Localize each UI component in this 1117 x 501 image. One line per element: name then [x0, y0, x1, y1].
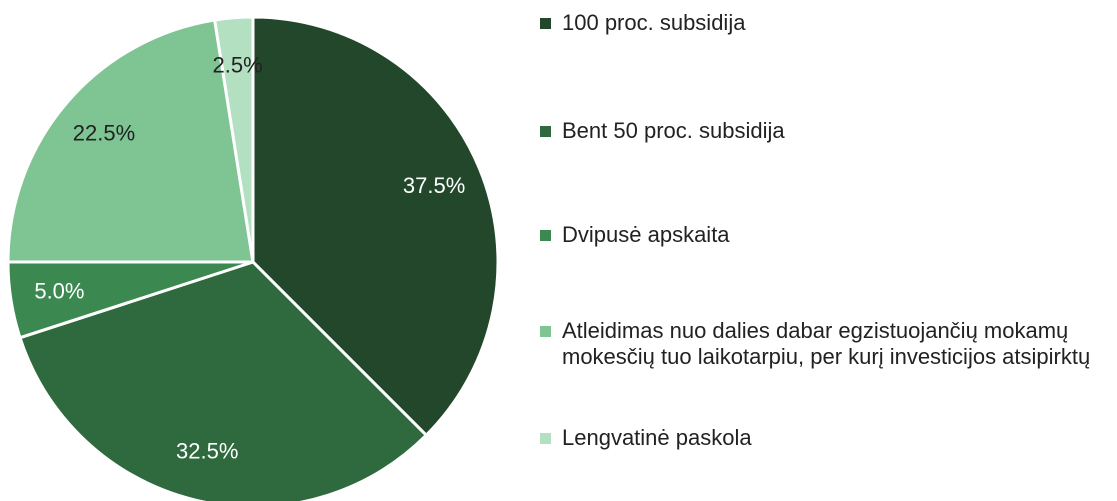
legend-swatch	[540, 18, 551, 29]
data-label: 2.5%	[213, 52, 263, 77]
legend-label: Lengvatinė paskola	[562, 425, 752, 450]
legend-swatch	[540, 433, 551, 444]
legend-item: Lengvatinė paskola	[540, 425, 1100, 451]
legend-label: Bent 50 proc. subsidija	[562, 118, 785, 143]
data-label: 5.0%	[34, 278, 84, 303]
legend-item: Atleidimas nuo dalies dabar egzistuojanč…	[540, 318, 1100, 370]
pie-slice	[6, 18, 255, 264]
pie: 37.5% 32.5% 5.0% 22.5% 2.5%	[6, 15, 500, 501]
legend-swatch	[540, 230, 551, 241]
legend-item: Bent 50 proc. subsidija	[540, 118, 1100, 144]
legend-item: 100 proc. subsidija	[540, 10, 1100, 36]
legend-label: Dvipusė apskaita	[562, 222, 730, 247]
data-label: 22.5%	[73, 121, 135, 146]
legend-label: 100 proc. subsidija	[562, 10, 746, 35]
legend-swatch	[540, 326, 551, 337]
legend-item: Dvipusė apskaita	[540, 222, 1100, 248]
data-label: 32.5%	[176, 438, 238, 463]
pie-slice	[251, 15, 500, 438]
pie-slice	[212, 15, 255, 263]
data-label: 37.5%	[403, 173, 465, 198]
legend-swatch	[540, 126, 551, 137]
pie-slice	[18, 260, 429, 501]
legend-label: Atleidimas nuo dalies dabar egzistuojanč…	[562, 318, 1091, 369]
